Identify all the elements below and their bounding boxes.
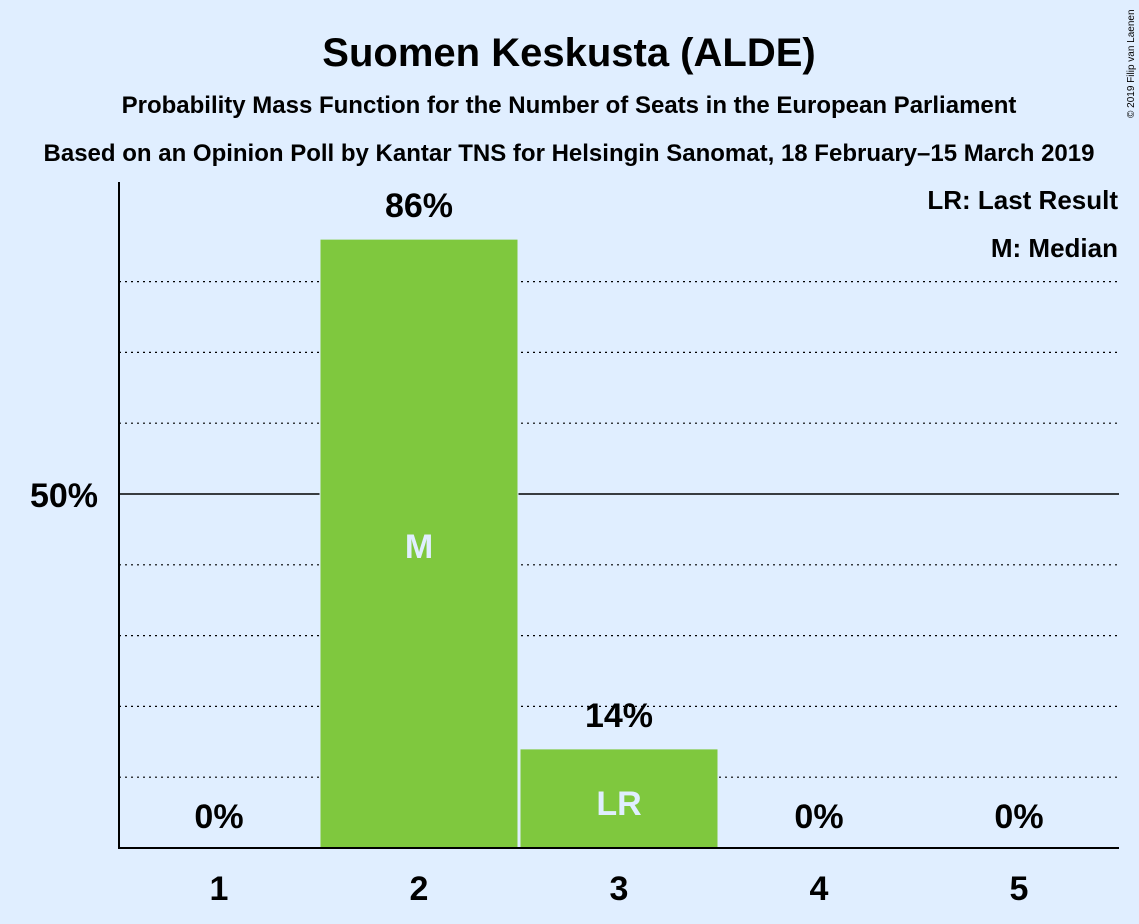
x-tick-label-4: 4 bbox=[810, 870, 829, 908]
chart-subtitle-poll: Based on an Opinion Poll by Kantar TNS f… bbox=[44, 140, 1095, 167]
legend-median: M: Median bbox=[991, 233, 1118, 263]
copyright-text: © 2019 Filip van Laenen bbox=[1126, 9, 1137, 118]
x-tick-labels: 1 2 3 4 5 bbox=[210, 870, 1029, 908]
x-tick-label-1: 1 bbox=[210, 870, 229, 908]
value-labels: 0% 86% M 14% LR 0% 0% bbox=[194, 187, 1043, 836]
x-tick-label-2: 2 bbox=[410, 870, 429, 908]
last-result-marker: LR bbox=[596, 785, 641, 823]
bar-2 bbox=[319, 238, 519, 849]
legend-last-result: LR: Last Result bbox=[927, 185, 1118, 215]
y-tick-label-50: 50% bbox=[30, 477, 98, 515]
value-label-2: 86% bbox=[385, 187, 453, 225]
chart-subtitle: Probability Mass Function for the Number… bbox=[122, 92, 1017, 119]
value-label-4: 0% bbox=[794, 798, 843, 836]
chart-title: Suomen Keskusta (ALDE) bbox=[322, 31, 815, 75]
value-label-5: 0% bbox=[994, 798, 1043, 836]
median-marker: M bbox=[405, 528, 433, 566]
bar-3 bbox=[519, 748, 719, 849]
x-tick-label-5: 5 bbox=[1010, 870, 1029, 908]
value-label-1: 0% bbox=[194, 798, 243, 836]
x-tick-label-3: 3 bbox=[610, 870, 629, 908]
bars bbox=[319, 238, 719, 849]
value-label-3: 14% bbox=[585, 697, 653, 735]
